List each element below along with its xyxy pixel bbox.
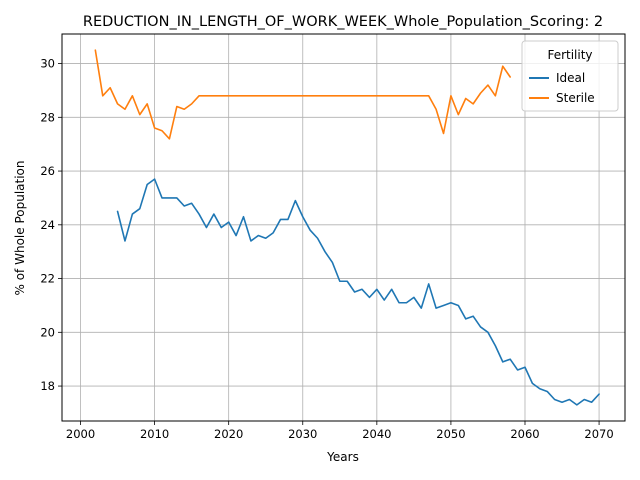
x-axis-ticks: 2000 2010 2020 2030 2040 2050 2060 2070: [66, 421, 614, 441]
y-axis-label: % of Whole Population: [13, 161, 27, 296]
y-tick-label: 30: [40, 57, 55, 71]
plot-frame: [61, 33, 626, 422]
legend: Fertility Ideal Sterile: [521, 40, 619, 112]
x-tick-label: 2070: [584, 427, 613, 441]
x-tick-label: 2010: [140, 427, 169, 441]
series-line-sterile: [94, 49, 511, 140]
y-tick-label: 18: [40, 379, 55, 393]
y-tick-label: 20: [40, 325, 55, 339]
x-tick-label: 2060: [510, 427, 539, 441]
series-lines: [94, 49, 600, 406]
x-axis-label: Years: [326, 450, 359, 464]
y-axis-ticks: 18 20 22 24 26 28 30: [40, 57, 62, 393]
x-tick-label: 2020: [214, 427, 243, 441]
legend-label-sterile: Sterile: [556, 91, 595, 105]
x-tick-label: 2040: [362, 427, 391, 441]
legend-box: [521, 40, 619, 112]
legend-title: Fertility: [547, 48, 592, 62]
series-line-ideal: [116, 178, 600, 406]
x-tick-label: 2030: [288, 427, 317, 441]
chart-title: REDUCTION_IN_LENGTH_OF_WORK_WEEK_Whole_P…: [83, 14, 603, 30]
legend-label-ideal: Ideal: [556, 71, 585, 85]
y-tick-label: 28: [40, 110, 55, 124]
y-tick-label: 22: [40, 272, 55, 286]
x-tick-label: 2050: [436, 427, 465, 441]
x-tick-label: 2000: [66, 427, 95, 441]
y-tick-label: 24: [40, 218, 55, 232]
y-tick-label: 26: [40, 164, 55, 178]
